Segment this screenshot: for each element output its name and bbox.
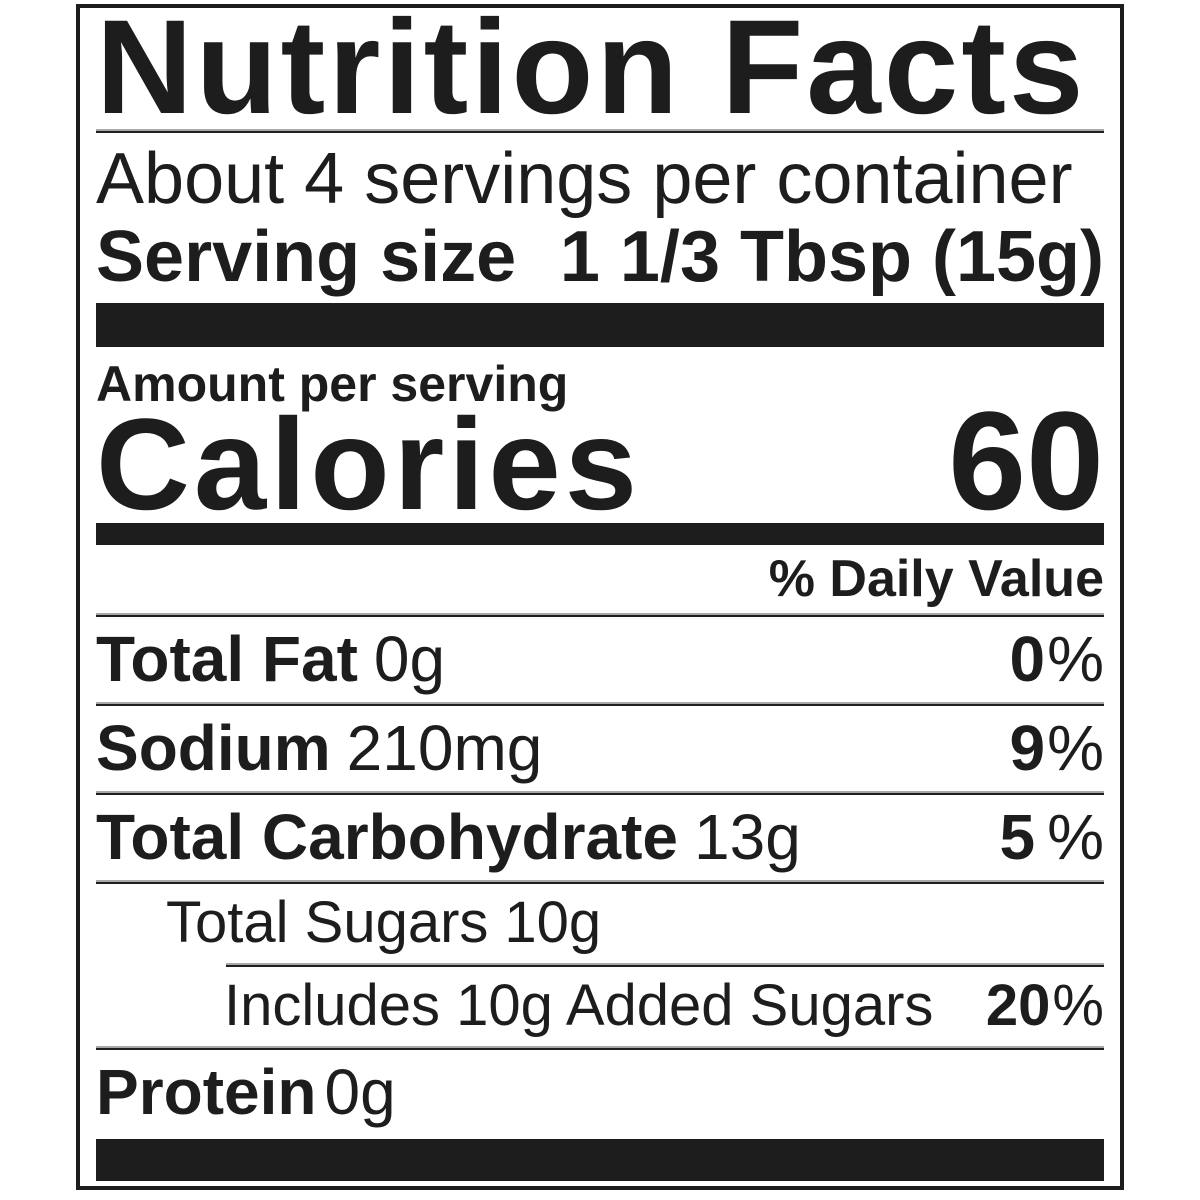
divider: [96, 790, 1104, 795]
serving-size-label: Serving size: [96, 216, 517, 297]
thick-separator-top: [96, 302, 1104, 347]
daily-value-number: 9: [1009, 711, 1046, 784]
amount-per-serving-label: Amount per serving: [96, 355, 569, 412]
percent-sign: %: [1047, 622, 1104, 695]
nutrient-amount: 10g: [504, 890, 602, 956]
nutrient-amount: 210mg: [346, 711, 543, 784]
medium-separator: [96, 522, 1104, 545]
row-added-sugars: Includes 10g Added Sugars 20%: [96, 967, 1104, 1046]
nutrient-name: Includes 10g Added Sugars: [224, 972, 934, 1038]
nutrition-facts-label: Nutrition Facts About 4 servings per con…: [76, 4, 1124, 1190]
divider: [96, 701, 1104, 706]
percent-sign: %: [1047, 800, 1104, 873]
serving-size-value: 1 1/3 Tbsp (15g): [559, 216, 1104, 297]
divider: [96, 612, 1104, 617]
row-total-carbohydrate: Total Carbohydrate 13g 5%: [96, 795, 1104, 880]
daily-value: 9%: [1009, 711, 1105, 784]
calories-value: 60: [948, 381, 1104, 539]
calories-row: Calories 60: [96, 381, 1104, 539]
row-protein: Protein 0g: [96, 1050, 1104, 1135]
divider: [96, 128, 1104, 133]
percent-sign: %: [1052, 972, 1104, 1038]
calories-label: Calories: [96, 390, 642, 537]
indented-divider: [226, 962, 1104, 967]
daily-value: 0%: [1009, 622, 1105, 695]
nutrient-amount: 0g: [373, 622, 446, 695]
nutrient-name: Sodium: [96, 711, 331, 784]
daily-value: 20%: [985, 972, 1104, 1038]
servings-per-container: About 4 servings per container: [96, 138, 1073, 219]
row-total-sugars: Total Sugars 10g: [96, 884, 1104, 963]
divider: [96, 1045, 1104, 1050]
nutrient-name: Total Carbohydrate: [96, 800, 678, 873]
nutrient-name: Total Sugars: [166, 890, 489, 956]
thick-separator-bottom: [96, 1139, 1104, 1182]
daily-value-number: 0: [1009, 622, 1046, 695]
percent-sign: %: [1047, 711, 1104, 784]
nutrient-name: Protein: [96, 1055, 317, 1128]
divider: [96, 880, 1104, 885]
serving-size-row: Serving size 1 1/3 Tbsp (15g): [96, 221, 1104, 293]
row-total-fat: Total Fat 0g 0%: [96, 617, 1104, 702]
daily-value: 5%: [999, 800, 1105, 873]
nutrient-amount: 13g: [694, 800, 801, 873]
nutrient-amount: 0g: [324, 1055, 396, 1128]
nutrient-name: Total Fat: [96, 622, 358, 695]
label-title: Nutrition Facts: [96, 4, 1087, 142]
row-sodium: Sodium 210mg 9%: [96, 706, 1104, 791]
daily-value-number: 20: [985, 972, 1051, 1038]
daily-value-number: 5: [999, 800, 1036, 873]
daily-value-header: % Daily Value: [768, 549, 1104, 608]
